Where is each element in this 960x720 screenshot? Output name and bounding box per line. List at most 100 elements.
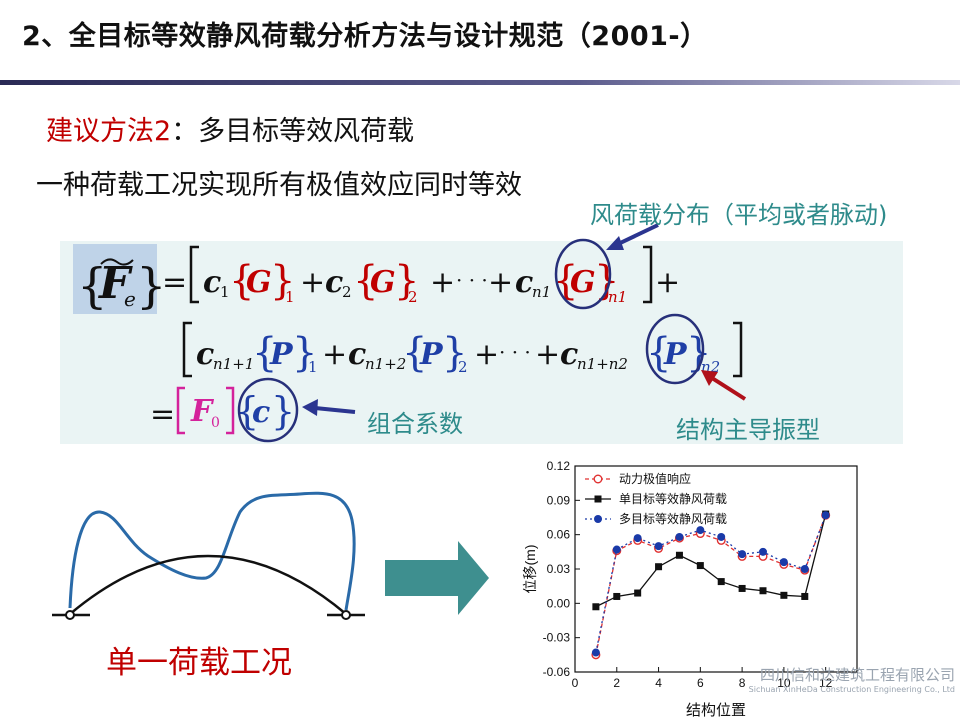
G1-sub: 1	[285, 288, 295, 306]
dots-1: · · ·	[456, 268, 488, 292]
data-point-circle	[738, 550, 747, 559]
G2-sub: 2	[408, 288, 418, 306]
G2-brace-r: }	[394, 258, 419, 304]
legend-entry: 多目标等效静风荷载	[585, 511, 727, 526]
x-tick-label: 6	[697, 676, 704, 690]
Gn1: G	[570, 265, 596, 300]
highlight-ellipse-G	[554, 238, 612, 310]
P1-brace-r: }	[292, 330, 317, 376]
title-rule	[0, 80, 960, 85]
P2: P	[419, 337, 444, 372]
deformed-shape-curve	[68, 491, 356, 611]
series-layer	[591, 510, 831, 660]
watermark: 四川信和达建筑工程有限公司 Sichuan XinHeDa Constructi…	[725, 664, 955, 694]
annotation-combination-coeff: 组合系数	[367, 410, 463, 438]
slide-title: 2、全目标等效静风荷载分析方法与设计规范（2001-）	[22, 21, 708, 52]
data-point-circle	[591, 648, 600, 657]
data-point-circle	[612, 545, 621, 554]
F0-sub: 0	[211, 415, 220, 431]
data-point-circle	[696, 526, 705, 535]
x-tick-label: 4	[655, 676, 662, 690]
y-tick-label: -0.06	[543, 665, 571, 679]
subheading-label: 建议方法2	[46, 116, 172, 147]
bracket-right-1	[643, 245, 653, 304]
F0: F	[190, 394, 215, 429]
plus-1: +	[300, 265, 325, 300]
cn1pn2: c	[560, 337, 578, 372]
P1-sub: 1	[308, 358, 318, 376]
y-axis-label: 位移(m)	[522, 545, 538, 594]
data-point-square	[738, 584, 746, 592]
formula-panel	[60, 241, 903, 444]
data-point-circle	[675, 532, 684, 541]
c1: c	[203, 265, 221, 300]
bracket-left-2	[182, 321, 192, 378]
data-point-open-circle	[593, 474, 603, 484]
cn1p1-sub: n1+1	[213, 355, 254, 373]
arrow-to-c	[302, 399, 356, 416]
Pn2-brace-l: {	[646, 330, 671, 376]
data-point-square	[655, 563, 663, 571]
plus-3: +	[488, 265, 513, 300]
y-tick-label: -0.03	[543, 631, 571, 645]
legend-label: 单目标等效静风荷载	[619, 491, 727, 506]
data-point-circle	[654, 542, 663, 551]
caption-single-load-case: 单一荷载工况	[106, 645, 292, 681]
data-point-square	[594, 495, 602, 503]
hinge-right	[341, 610, 351, 620]
lhs-sub: e	[124, 287, 136, 311]
data-point-square	[613, 592, 621, 600]
data-point-square	[675, 551, 683, 559]
block-arrow	[385, 541, 489, 615]
c1-sub: 1	[220, 283, 230, 301]
Gn1-brace-r: }	[594, 258, 619, 304]
G1: G	[246, 265, 272, 300]
c2: c	[325, 265, 343, 300]
annotation-load-distribution: 风荷载分布（平均或者脉动)	[590, 201, 888, 229]
series-line	[595, 514, 827, 653]
hinge-left	[65, 610, 75, 620]
y-tick-label: 0.09	[547, 493, 571, 507]
data-point-circle	[821, 511, 830, 520]
y-axis-ticks: -0.06 -0.03 0.00 0.03 0.06 0.09 0.12	[543, 459, 580, 679]
formula-lhs-highlight	[73, 244, 157, 314]
G1-brace-r: }	[270, 258, 295, 304]
plus-6: +	[474, 337, 499, 372]
cn1: c	[515, 265, 533, 300]
legend-label: 动力极值响应	[619, 471, 691, 486]
x-tick-label: 10	[777, 676, 791, 690]
dots-2: · · ·	[499, 340, 531, 364]
displacement-chart: -0.06 -0.03 0.00 0.03 0.06 0.09 0.12 0 2 4 6 8 10 12…	[522, 459, 858, 719]
G2: G	[370, 265, 396, 300]
tilde-mark	[100, 258, 134, 266]
x-tick-label: 2	[613, 676, 620, 690]
P1-brace-l: {	[252, 330, 277, 376]
lhs-brace-right: }	[136, 258, 167, 314]
G1-brace-l: {	[229, 258, 254, 304]
legend-entry: 动力极值响应	[585, 471, 691, 486]
x-tick-label: 8	[739, 676, 746, 690]
x-tick-label: 12	[819, 676, 833, 690]
Gn1-sub: n1	[608, 288, 627, 306]
legend-label: 多目标等效静风荷载	[619, 511, 727, 526]
cn1p2-sub: n1+2	[365, 355, 406, 373]
data-point-circle	[800, 565, 809, 573]
c2-sub: 2	[342, 283, 352, 301]
lhs-F: F	[97, 258, 133, 309]
data-point-square	[634, 589, 642, 597]
data-point-circle	[759, 547, 767, 556]
data-point-circle	[717, 532, 726, 541]
c-vector: c	[252, 395, 270, 430]
x-axis-label: 结构位置	[686, 702, 746, 719]
equals-1: =	[162, 265, 187, 300]
bracket-right-2	[733, 321, 743, 378]
series-3	[591, 511, 830, 657]
y-tick-label: 0.06	[547, 528, 571, 542]
data-point-circle	[633, 534, 642, 543]
G2-brace-l: {	[353, 258, 378, 304]
highlight-ellipse-c	[237, 377, 299, 443]
x-tick-label: 0	[572, 676, 579, 690]
series-2	[592, 510, 830, 611]
